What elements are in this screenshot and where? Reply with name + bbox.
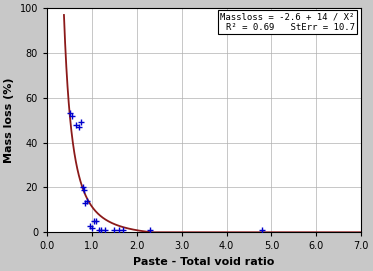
Text: Massloss = -2.6 + 14 / X²
R² = 0.69   StErr = 10.7: Massloss = -2.6 + 14 / X² R² = 0.69 StEr… <box>220 13 355 32</box>
Point <box>81 188 87 192</box>
Point <box>260 228 266 232</box>
Point <box>98 228 104 232</box>
Point <box>103 228 109 232</box>
Point <box>91 219 97 223</box>
Y-axis label: Mass loss (%): Mass loss (%) <box>4 78 14 163</box>
Point <box>84 199 90 203</box>
Point <box>94 219 100 223</box>
Point <box>66 111 72 116</box>
Point <box>116 228 122 232</box>
Point <box>147 228 153 232</box>
Point <box>69 114 75 118</box>
Point <box>80 185 86 190</box>
Point <box>112 228 117 232</box>
Point <box>87 223 93 228</box>
Point <box>82 201 88 205</box>
X-axis label: Paste - Total void ratio: Paste - Total void ratio <box>134 257 275 267</box>
Point <box>89 225 95 230</box>
Point <box>73 122 79 127</box>
Point <box>96 228 102 232</box>
Point <box>78 120 84 125</box>
Point <box>120 228 126 232</box>
Point <box>76 125 82 129</box>
